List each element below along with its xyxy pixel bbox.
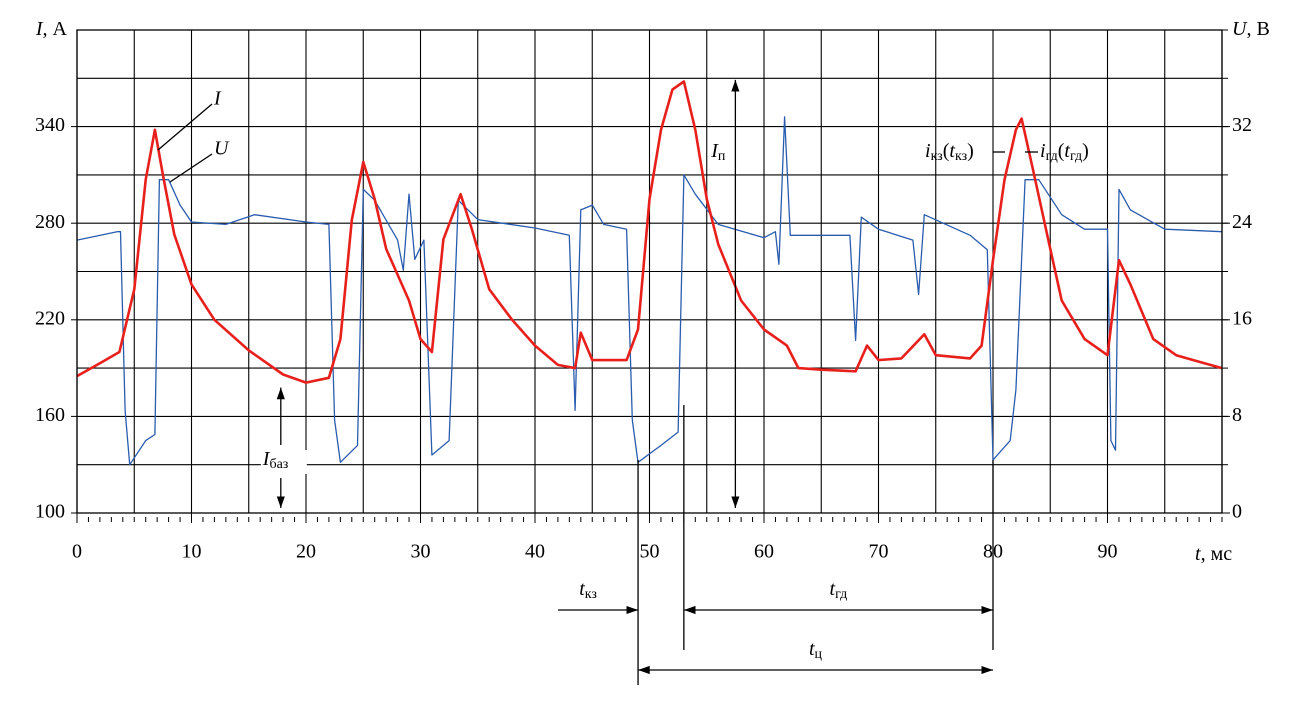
text-part: ( [1058, 140, 1065, 162]
y-axis-label: I, А [35, 18, 68, 40]
y2-tick-label: 24 [1232, 211, 1252, 233]
leader [169, 153, 213, 183]
x-tick-label: 0 [72, 541, 82, 563]
series-line [76, 116, 1223, 466]
curve-label: I [213, 88, 222, 110]
text-part: t [579, 578, 585, 600]
interval-label: tц [809, 638, 823, 663]
x-tick-label: 70 [869, 541, 889, 563]
text-part: U [1232, 18, 1248, 40]
point-label: iкз(tкз) [925, 140, 974, 165]
x-tick-label: 60 [754, 541, 774, 563]
text-part: , А [43, 18, 68, 40]
y-tick-label: 220 [35, 307, 65, 329]
x-tick-label: 10 [182, 541, 202, 563]
y2-axis-label: U, В [1232, 18, 1270, 40]
text-part: кз [955, 149, 968, 164]
y-tick-label: 100 [35, 501, 65, 523]
x-axis-label: t, мс [1195, 543, 1232, 565]
point-label: iгд(tгд) [1040, 140, 1089, 165]
text-part: кз [931, 149, 944, 164]
text-part: i [1040, 140, 1046, 162]
text-part: I [262, 448, 271, 470]
text-part: t [830, 578, 836, 600]
x-tick-label: 20 [296, 541, 316, 563]
y-tick-label: 160 [35, 404, 65, 426]
dimension-label: Iп [710, 140, 726, 165]
text-part: i [925, 140, 931, 162]
label-bg [260, 450, 307, 474]
text-part: ц [815, 647, 823, 662]
curve-label: U [214, 138, 230, 160]
text-part: t [809, 638, 815, 660]
text-part: ) [967, 140, 974, 162]
text-part: t [1195, 543, 1201, 565]
plot-frame [76, 29, 1223, 514]
interval-label: tгд [830, 578, 848, 603]
text-part: , В [1246, 18, 1269, 40]
interval-label: tкз [579, 578, 597, 603]
x-tick-label: 30 [411, 541, 431, 563]
y-tick-label: 280 [35, 211, 65, 233]
y2-tick-label: 0 [1232, 501, 1242, 523]
text-part: I [35, 18, 44, 40]
y2-tick-label: 16 [1232, 307, 1252, 329]
y2-tick-label: 32 [1232, 114, 1252, 136]
series-line [76, 80, 1223, 384]
text-part: гд [1070, 149, 1082, 164]
text-part: t [1064, 140, 1070, 162]
x-tick-label: 90 [1098, 541, 1118, 563]
text-part: t [949, 140, 955, 162]
text-part: кз [585, 587, 598, 602]
y2-tick-label: 8 [1232, 404, 1242, 426]
text-part: , мс [1201, 543, 1233, 565]
text-part: баз [269, 457, 288, 472]
text-part: гд [835, 587, 847, 602]
text-part: ) [1082, 140, 1089, 162]
text-part: I [710, 140, 719, 162]
x-tick-label: 40 [525, 541, 545, 563]
dimension-label: Iбаз [262, 448, 289, 473]
x-tick-label: 50 [640, 541, 660, 563]
y-tick-label: 340 [35, 114, 65, 136]
text-part: п [718, 149, 726, 164]
text-part: гд [1046, 149, 1058, 164]
leader [157, 103, 213, 151]
text-part: ( [943, 140, 950, 162]
